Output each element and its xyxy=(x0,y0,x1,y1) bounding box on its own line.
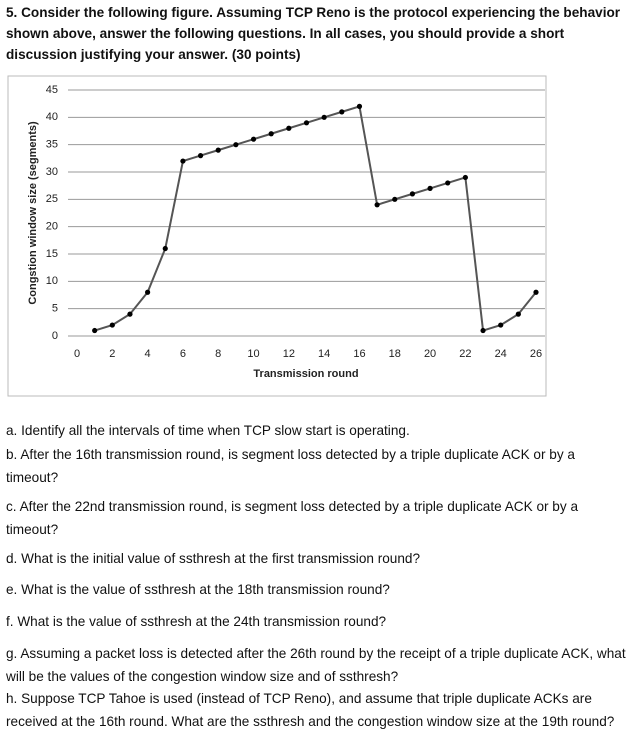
data-point xyxy=(197,153,204,159)
chart: Congstion window size (segments) Transmi… xyxy=(7,75,547,397)
x-tick-label: 12 xyxy=(283,348,295,360)
x-tick-label: 2 xyxy=(109,348,115,360)
series-line xyxy=(94,105,537,332)
question: c. After the 22nd transmission round, is… xyxy=(6,499,578,537)
x-tick-label: 0 xyxy=(74,348,80,360)
data-point xyxy=(339,109,345,115)
y-tick-label: 40 xyxy=(46,111,58,123)
data-point xyxy=(445,180,451,186)
x-tick-label: 6 xyxy=(180,348,186,360)
x-tick-label: 20 xyxy=(424,348,436,360)
data-point xyxy=(268,131,274,137)
data-point xyxy=(356,103,363,109)
chart-border xyxy=(7,75,547,397)
y-tick-label: 25 xyxy=(46,193,58,205)
question-header: 5. Consider the following figure. Assumi… xyxy=(6,5,621,62)
data-point xyxy=(250,136,257,142)
y-tick-label: 5 xyxy=(52,303,58,315)
data-point xyxy=(462,174,468,181)
x-tick-label: 22 xyxy=(459,348,471,360)
data-point xyxy=(303,120,310,126)
question: g. Assuming a packet loss is detected af… xyxy=(6,646,626,684)
y-tick-label: 0 xyxy=(52,330,58,342)
question: d. What is the initial value of ssthresh… xyxy=(6,551,421,566)
question: e. What is the value of ssthresh at the … xyxy=(6,582,390,597)
y-axis-title: Congstion window size (segments) xyxy=(27,121,39,305)
x-tick-label: 18 xyxy=(389,348,401,360)
data-point xyxy=(321,114,327,120)
x-tick-label: 26 xyxy=(530,348,542,360)
question: h. Suppose TCP Tahoe is used (instead of… xyxy=(6,691,615,729)
y-tick-label: 30 xyxy=(46,166,58,178)
x-tick-label: 16 xyxy=(353,348,365,360)
x-tick-label: 14 xyxy=(318,348,330,360)
x-axis-title: Transmission round xyxy=(253,368,358,380)
data-point xyxy=(480,327,486,334)
question: f. What is the value of ssthresh at the … xyxy=(6,614,387,629)
data-point xyxy=(92,327,98,334)
data-point xyxy=(109,322,115,328)
data-point xyxy=(409,191,416,197)
data-point xyxy=(286,125,292,131)
question: a. Identify all the intervals of time wh… xyxy=(6,423,410,438)
data-point xyxy=(427,185,433,191)
y-tick-label: 20 xyxy=(46,221,58,233)
x-tick-label: 8 xyxy=(215,348,221,360)
data-point xyxy=(515,311,521,317)
data-point xyxy=(180,158,186,164)
data-point xyxy=(392,196,398,202)
x-tick-label: 4 xyxy=(145,348,151,360)
x-tick-label: 24 xyxy=(495,348,507,360)
data-point xyxy=(374,202,380,208)
data-point xyxy=(533,289,539,295)
y-tick-label: 10 xyxy=(46,275,58,287)
y-tick-label: 15 xyxy=(46,248,58,260)
data-point xyxy=(233,142,239,148)
data-point xyxy=(145,289,151,295)
data-point xyxy=(215,147,221,153)
y-tick-label: 45 xyxy=(46,84,58,96)
x-tick-label: 10 xyxy=(247,348,259,360)
question: b. After the 16th transmission round, is… xyxy=(6,447,575,485)
data-point xyxy=(162,245,168,252)
data-point xyxy=(498,322,504,328)
y-tick-label: 35 xyxy=(46,139,58,151)
data-point xyxy=(127,311,133,317)
